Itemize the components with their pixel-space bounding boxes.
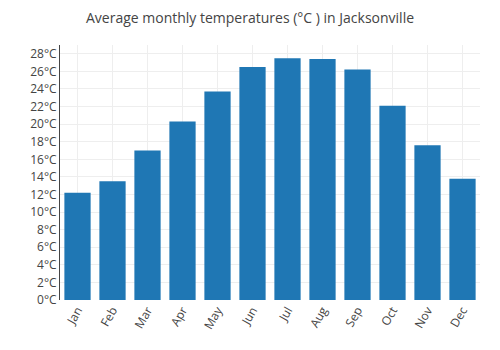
svg-text:Mar: Mar — [130, 303, 156, 331]
svg-text:Apr: Apr — [167, 303, 192, 329]
svg-text:0°C: 0°C — [37, 291, 57, 308]
svg-text:Jan: Jan — [62, 304, 86, 328]
svg-text:20°C: 20°C — [30, 115, 57, 132]
svg-text:May: May — [200, 303, 227, 333]
svg-text:Oct: Oct — [377, 304, 401, 329]
svg-text:Feb: Feb — [96, 304, 121, 330]
svg-text:Aug: Aug — [306, 303, 332, 331]
svg-text:22°C: 22°C — [30, 98, 57, 115]
svg-text:Average monthly temperatures (: Average monthly temperatures (°C ) in Ja… — [86, 8, 414, 27]
svg-text:14°C: 14°C — [30, 168, 57, 185]
svg-text:8°C: 8°C — [37, 221, 57, 238]
svg-text:Sep: Sep — [341, 304, 366, 330]
svg-text:Jul: Jul — [274, 304, 296, 325]
svg-text:6°C: 6°C — [37, 238, 57, 255]
svg-text:24°C: 24°C — [30, 80, 57, 97]
svg-text:Nov: Nov — [410, 303, 436, 331]
svg-text:10°C: 10°C — [30, 203, 57, 220]
svg-text:2°C: 2°C — [37, 274, 57, 291]
svg-text:26°C: 26°C — [30, 63, 57, 80]
svg-text:4°C: 4°C — [37, 256, 57, 273]
svg-text:16°C: 16°C — [30, 151, 57, 168]
svg-text:12°C: 12°C — [30, 186, 57, 203]
svg-text:28°C: 28°C — [30, 45, 57, 62]
svg-text:18°C: 18°C — [30, 133, 57, 150]
svg-text:Jun: Jun — [237, 304, 261, 329]
svg-text:Dec: Dec — [446, 303, 471, 330]
